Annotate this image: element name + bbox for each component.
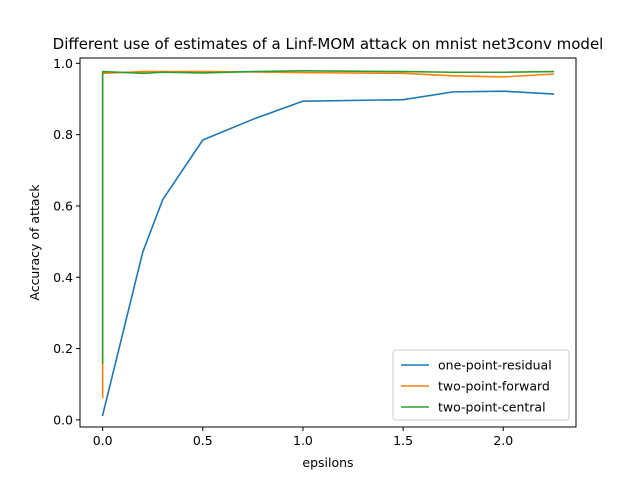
legend-label-two-point-central: two-point-central [438,400,546,415]
legend-box [392,349,570,421]
y-axis-label: Accuracy of attack [27,184,42,301]
x-axis: 0.0 0.5 1.0 1.5 2.0 [93,427,513,448]
y-tick-label: 0.2 [53,341,73,356]
y-axis: 0.0 0.2 0.4 0.6 0.8 1.0 [53,56,80,427]
legend-label-two-point-forward: two-point-forward [438,379,550,394]
x-tick-label: 2.0 [493,433,513,448]
x-tick-label: 1.0 [293,433,313,448]
x-tick-label: 0.5 [193,433,213,448]
legend-label-one-point-residual: one-point-residual [438,358,552,373]
y-tick-label: 1.0 [53,56,73,71]
chart-title: Different use of estimates of a Linf-MOM… [53,35,604,53]
legend: one-point-residual two-point-forward two-p… [392,349,570,421]
series-lines [101,70,555,417]
x-axis-label: epsilons [302,455,353,470]
y-tick-label: 0.8 [53,127,73,142]
y-tick-label: 0.0 [53,412,73,427]
x-tick-label: 0.0 [93,433,113,448]
plot-area-border [79,57,577,428]
series-line-two-point-central [101,70,555,364]
y-tick-label: 0.4 [53,270,73,285]
series-line-one-point-residual [101,90,555,417]
x-tick-label: 1.5 [393,433,413,448]
y-tick-label: 0.6 [53,198,73,213]
